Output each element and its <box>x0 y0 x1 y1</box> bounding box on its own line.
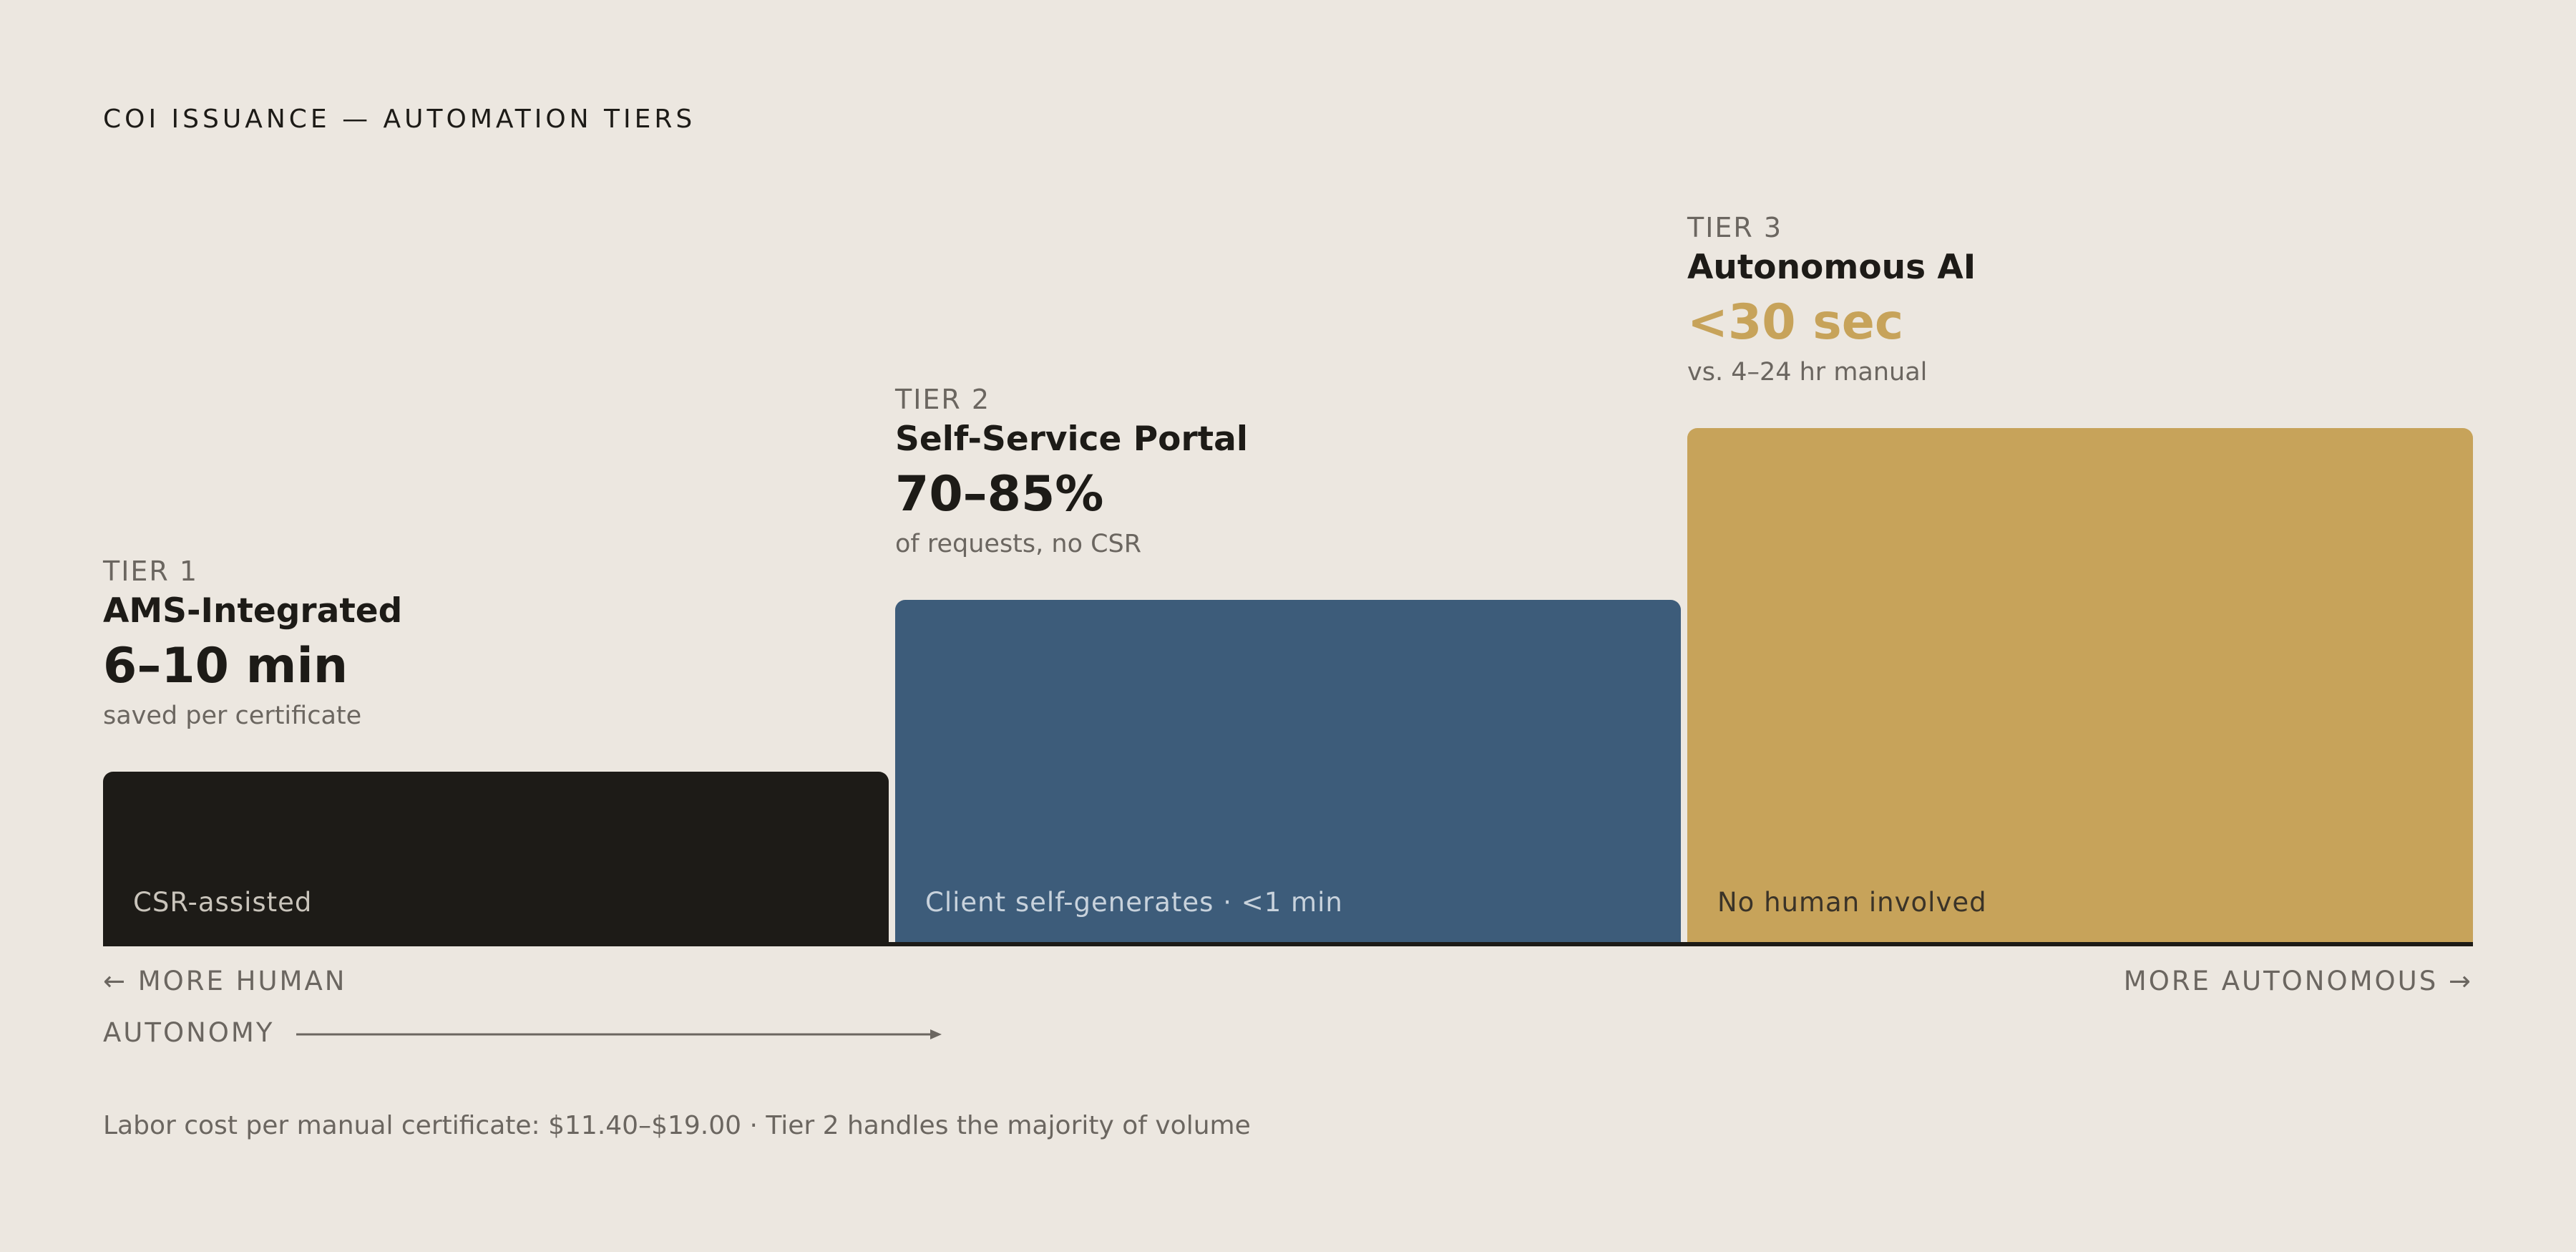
axis-left-label: ← MORE HUMAN <box>103 966 347 996</box>
tier-1-note: saved per certificate <box>103 702 362 730</box>
tier-1-label: TIER 1 <box>103 555 199 587</box>
tier-3-header: TIER 3 Autonomous AI <30 sec vs. 4–24 hr… <box>1687 210 2474 389</box>
tier-3-bar: No human involved <box>1687 428 2473 943</box>
axis-right-label: MORE AUTONOMOUS → <box>2123 966 2473 996</box>
tier-3-label: TIER 3 <box>1687 212 1783 243</box>
tier-2-label: TIER 2 <box>895 384 991 415</box>
tier-2-metric: 70–85% <box>895 466 1104 523</box>
tier-1-bar-label: CSR-assisted <box>133 887 313 918</box>
tier-2-name: Self-Service Portal <box>895 419 1248 459</box>
tier-3-note: vs. 4–24 hr manual <box>1687 358 1928 387</box>
footnote: Labor cost per manual certificate: $11.4… <box>103 1111 1251 1140</box>
baseline-axis <box>103 942 2473 946</box>
tier-1-name: AMS-Integrated <box>103 591 403 631</box>
tier-1-bar: CSR-assisted <box>103 772 889 943</box>
tier-3-metric: <30 sec <box>1687 294 1904 351</box>
autonomy-label: AUTONOMY <box>103 1017 275 1048</box>
tier-2-bar: Client self-generates · <1 min <box>895 600 1681 943</box>
tier-1-header: TIER 1 AMS-Integrated 6–10 min saved per… <box>103 553 890 732</box>
tier-2-bar-label: Client self-generates · <1 min <box>925 887 1343 918</box>
tier-2-note: of requests, no CSR <box>895 530 1142 558</box>
chart-title: COI ISSUANCE — AUTOMATION TIERS <box>103 105 696 134</box>
tier-3-bar-label: No human involved <box>1717 887 1987 918</box>
tier-3-name: Autonomous AI <box>1687 248 1976 287</box>
autonomy-arrow <box>296 1029 942 1039</box>
tier-2-header: TIER 2 Self-Service Portal 70–85% of req… <box>895 382 1682 561</box>
tier-1-metric: 6–10 min <box>103 638 348 694</box>
